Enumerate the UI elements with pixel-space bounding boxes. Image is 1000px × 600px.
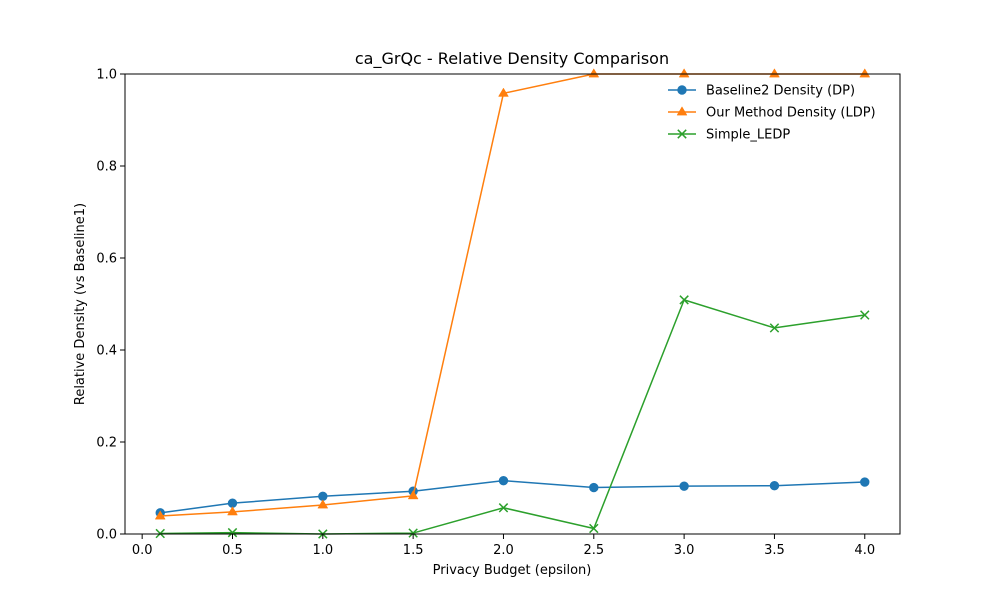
y-tick-label: 0.0 — [96, 528, 117, 543]
x-tick-label: 0.5 — [222, 543, 243, 558]
data-point — [227, 498, 238, 508]
data-point — [588, 68, 600, 78]
data-point — [227, 527, 238, 538]
data-point — [860, 477, 870, 487]
y-tick-label: 1.0 — [96, 68, 117, 83]
data-point — [678, 68, 690, 78]
x-tick-label: 3.0 — [674, 543, 695, 558]
data-point — [227, 506, 238, 516]
x-tick-label: 2.0 — [493, 543, 514, 558]
data-point — [679, 481, 689, 491]
y-tick-label: 0.2 — [96, 436, 117, 451]
legend: Baseline2 Density (DP) Our Method Density… — [668, 84, 876, 143]
x-tick-label: 2.5 — [583, 543, 604, 558]
x-tick-label: 0.0 — [132, 543, 153, 558]
data-point — [498, 475, 509, 486]
legend-label: Our Method Density (LDP) — [706, 106, 876, 121]
x-tick-label: 1.0 — [312, 543, 333, 558]
data-point — [589, 482, 599, 493]
data-point — [589, 523, 599, 534]
data-point — [498, 503, 509, 513]
data-point — [318, 491, 328, 501]
legend-label: Baseline2 Density (DP) — [706, 84, 855, 99]
y-tick-label: 0.4 — [96, 344, 117, 359]
plot-area: 0.0 0.5 1.0 1.5 2.0 2.5 3.0 3.5 4.0 0.0 0.2 0.4 0.6 0… — [96, 68, 901, 558]
data-point — [769, 68, 780, 78]
chart-title: ca_GrQc - Relative Density Comparison — [355, 49, 669, 69]
data-point — [676, 106, 688, 116]
x-tick-label: 4.0 — [854, 543, 875, 558]
y-tick-label: 0.6 — [96, 252, 117, 267]
data-point — [408, 528, 418, 538]
legend-item: Our Method Density (LDP) — [668, 106, 876, 121]
plot-frame — [124, 73, 901, 535]
legend-label: Simple_LEDP — [706, 128, 790, 143]
data-point — [860, 310, 870, 320]
data-point — [677, 129, 687, 139]
data-point — [498, 87, 509, 97]
data-point — [677, 85, 687, 95]
y-axis-title: Relative Density (vs Baseline1) — [73, 203, 88, 405]
legend-item: Baseline2 Density (DP) — [668, 84, 855, 99]
x-tick-label: 3.5 — [764, 543, 785, 558]
y-tick-label: 0.8 — [96, 160, 117, 175]
data-point — [769, 323, 780, 333]
data-point — [154, 510, 166, 520]
data-point — [769, 481, 780, 491]
data-point — [859, 68, 871, 78]
legend-item: Simple_LEDP — [668, 128, 790, 143]
data-point — [679, 295, 689, 305]
x-axis-title: Privacy Budget (epsilon) — [433, 563, 592, 578]
series-3 — [155, 295, 870, 539]
data-point — [407, 490, 419, 500]
data-point — [317, 499, 329, 509]
x-tick-label: 1.5 — [403, 543, 424, 558]
